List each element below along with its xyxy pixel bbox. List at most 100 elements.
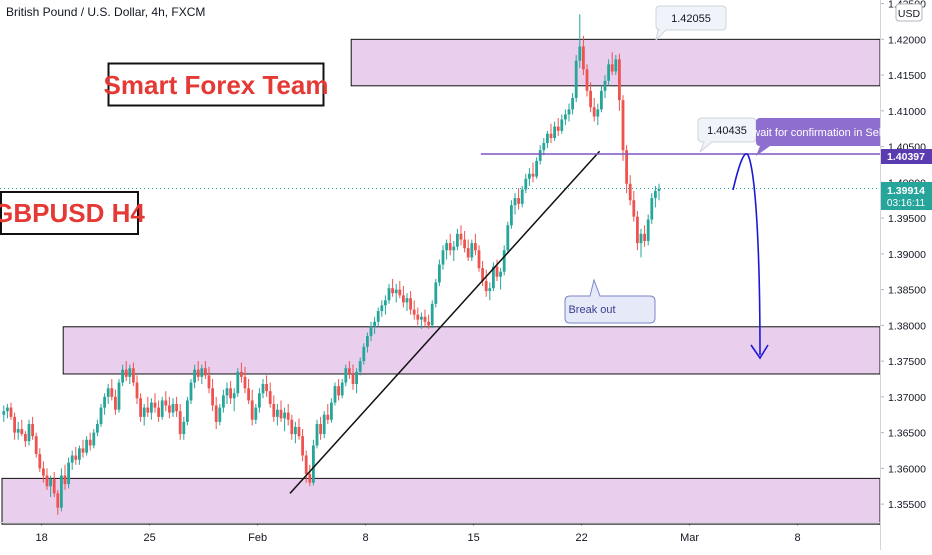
candle-body (560, 119, 564, 131)
candle-body (387, 288, 391, 301)
candle (70, 450, 74, 470)
sell-note[interactable]: wait for confirmation in Sell (751, 118, 884, 156)
y-tick-label: 1.38500 (888, 285, 926, 297)
candle-body (297, 426, 301, 437)
candle (506, 221, 510, 254)
candle (391, 278, 394, 297)
supply-demand-zone (62, 326, 881, 375)
candle (27, 419, 31, 446)
candle-body (535, 160, 538, 177)
candle-body (16, 429, 20, 433)
candle-body (600, 90, 603, 110)
candle-body (636, 216, 639, 244)
candle-body (142, 407, 146, 417)
candle (286, 404, 290, 426)
candle (308, 464, 312, 487)
breakout-note-text: Break out (568, 304, 615, 316)
candle (38, 448, 42, 472)
candle (430, 300, 434, 329)
candle-body (456, 233, 459, 247)
candle-body (337, 386, 340, 396)
candle-body (254, 407, 258, 420)
candle (31, 416, 34, 440)
candle (502, 245, 506, 276)
candle-body (312, 445, 315, 483)
candle-body (549, 133, 553, 139)
candle (423, 309, 427, 327)
candle (297, 418, 301, 440)
candle (513, 193, 517, 215)
candle (283, 407, 286, 432)
candle (168, 396, 171, 419)
candle (650, 193, 654, 224)
candle-body (276, 409, 279, 417)
candle-body (78, 448, 81, 460)
candle (556, 117, 560, 136)
breakout-note[interactable]: Break out (564, 278, 656, 324)
brand-label-box[interactable]: Smart Forex Team (104, 62, 329, 107)
candle-body (571, 97, 574, 110)
candle-body (528, 173, 531, 179)
candle (88, 432, 92, 451)
candle (124, 361, 128, 382)
candle-body (153, 402, 157, 408)
candle (186, 396, 189, 426)
candle (618, 53, 621, 111)
candle (344, 364, 348, 387)
candle-body (81, 448, 85, 453)
candle (466, 239, 470, 261)
candle-body (283, 412, 286, 419)
candle-body (178, 411, 182, 435)
candle-body (308, 474, 312, 483)
candle (16, 421, 20, 440)
candle-body (117, 382, 121, 410)
x-ticks-layer: 18 25 Feb 8 15 22 Mar 8 (35, 522, 801, 544)
level-price-tag-text: 1.40397 (887, 151, 925, 163)
candle (117, 378, 121, 413)
candle-body (582, 46, 585, 70)
candle (139, 393, 142, 422)
candle-body (315, 424, 319, 446)
candle (549, 123, 553, 144)
level-callout[interactable]: 1.40435 (697, 117, 757, 153)
candle (481, 261, 484, 287)
candle (560, 114, 564, 134)
candle-body (182, 421, 186, 435)
candle-body (448, 243, 452, 251)
candle (2, 405, 6, 422)
currency-badge[interactable]: USD (895, 3, 923, 22)
candle-body (542, 143, 546, 151)
candle-body (146, 407, 150, 413)
candle-body (268, 391, 272, 405)
brand-label: Smart Forex Team (104, 70, 329, 100)
candle (229, 381, 232, 405)
x-tick-label: 15 (467, 532, 479, 544)
candle-body (20, 429, 24, 435)
candle (366, 332, 369, 353)
candle-body (265, 383, 268, 392)
high-callout[interactable]: 1.42055 (655, 5, 727, 42)
y-tick-label: 1.39500 (888, 213, 926, 225)
candle-body (60, 475, 63, 508)
pair-label-box[interactable]: GBPUSD H4 (0, 191, 145, 235)
candle-body (99, 407, 103, 425)
current-price-tag: 1.39914 03:16:11 (881, 182, 932, 210)
y-tick-label: 1.37000 (888, 392, 926, 404)
candle-body (67, 462, 70, 485)
candle (196, 361, 200, 382)
candle-body (441, 250, 445, 265)
candle (222, 389, 225, 413)
candle (146, 396, 150, 417)
candle (409, 291, 412, 315)
sell-note-text: wait for confirmation in Sell (751, 127, 883, 139)
candle (189, 378, 193, 405)
candle (646, 214, 650, 246)
candle-body (380, 305, 384, 312)
candle (376, 307, 380, 327)
candle (632, 190, 636, 222)
candle-body (376, 311, 380, 322)
candle (517, 188, 520, 210)
candle-body (92, 432, 96, 446)
candle-body (128, 368, 132, 377)
